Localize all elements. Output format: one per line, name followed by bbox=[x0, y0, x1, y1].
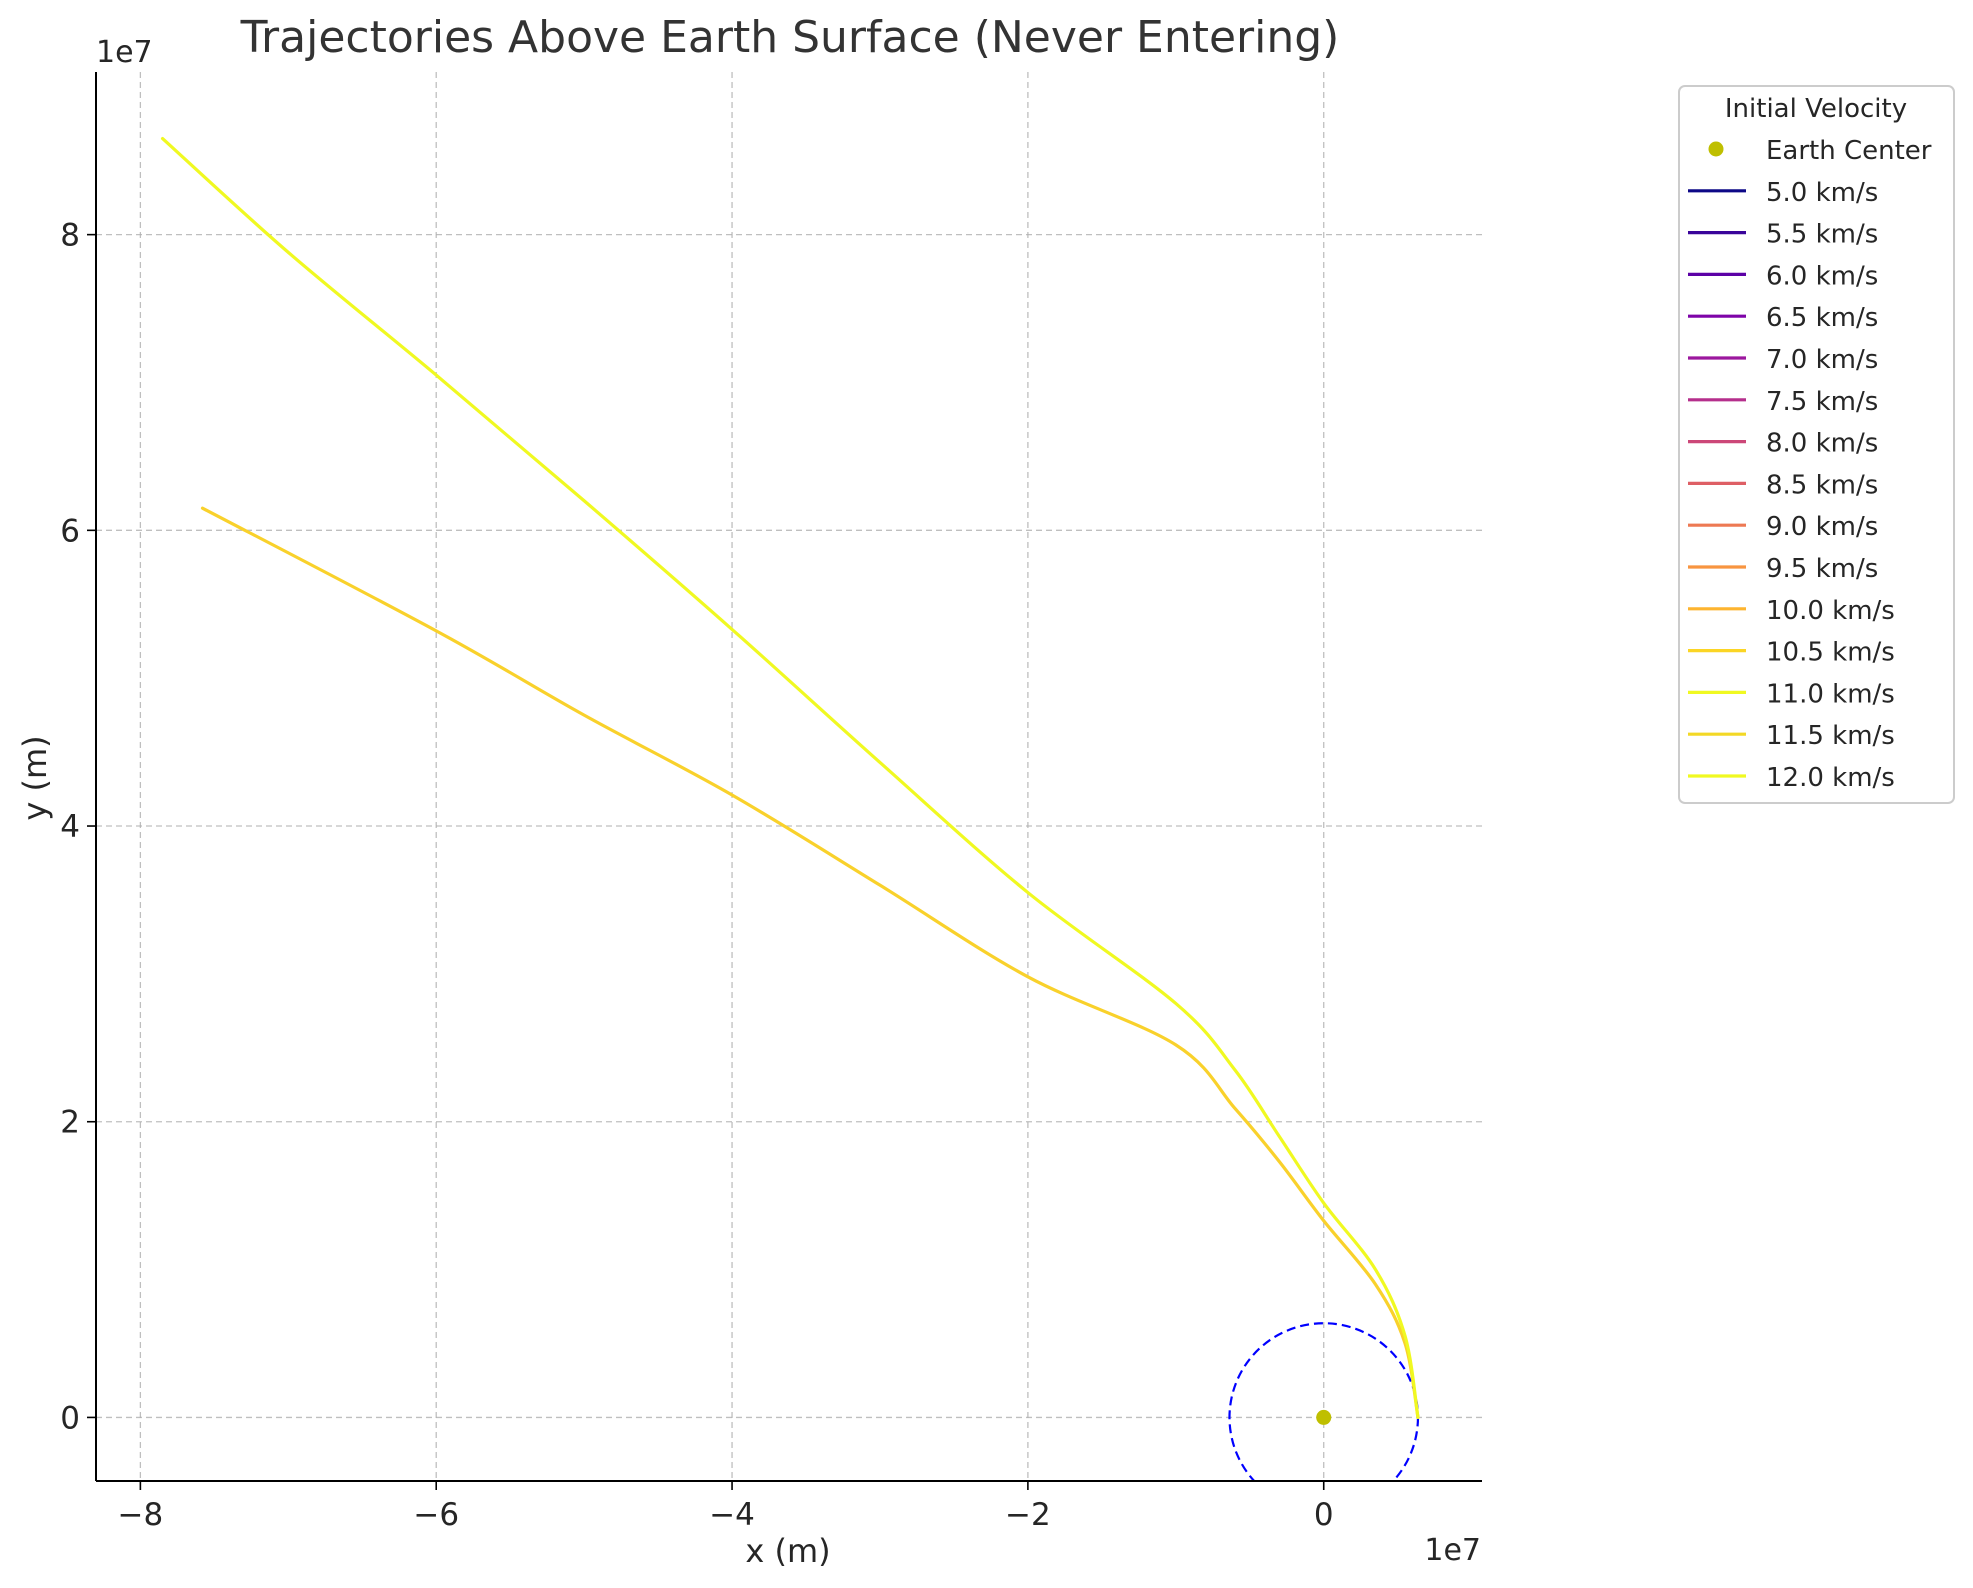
legend-entry: 7.5 km/s bbox=[1688, 387, 1878, 417]
legend: Initial Velocity Earth Center 5.0 km/s 5.5… bbox=[1678, 85, 1955, 804]
legend-entry: 8.0 km/s bbox=[1688, 429, 1878, 459]
legend-entry: 11.0 km/s bbox=[1688, 679, 1895, 709]
legend-entry: Earth Center bbox=[1708, 136, 1932, 166]
legend-entry: 5.5 km/s bbox=[1688, 220, 1878, 250]
x-tick-label: −6 bbox=[413, 1497, 459, 1533]
x-offset-label: 1e7 bbox=[1424, 1533, 1481, 1568]
legend-entry: 9.5 km/s bbox=[1688, 554, 1878, 584]
legend-label: 11.5 km/s bbox=[1766, 721, 1895, 751]
legend-entry: 6.0 km/s bbox=[1688, 261, 1878, 291]
x-tick-label: −8 bbox=[118, 1497, 164, 1533]
legend-label: 10.0 km/s bbox=[1766, 596, 1895, 626]
legend-entry: 12.0 km/s bbox=[1688, 763, 1895, 793]
legend-label: 5.5 km/s bbox=[1766, 220, 1878, 250]
trajectories bbox=[160, 136, 1420, 1420]
y-tick-label: 0 bbox=[60, 1400, 80, 1436]
legend-entry: 8.5 km/s bbox=[1688, 470, 1878, 500]
legend-entry: 10.0 km/s bbox=[1688, 596, 1895, 626]
legend-label: 8.0 km/s bbox=[1766, 429, 1878, 459]
legend-label: 11.0 km/s bbox=[1766, 679, 1895, 709]
y-axis-label: y (m) bbox=[16, 735, 54, 820]
legend-entry: 11.5 km/s bbox=[1688, 721, 1895, 751]
x-tick-label: −2 bbox=[1005, 1497, 1051, 1533]
chart-title: Trajectories Above Earth Surface (Never … bbox=[240, 12, 1340, 63]
legend-entry: 9.0 km/s bbox=[1688, 512, 1878, 542]
legend-label: 8.5 km/s bbox=[1766, 470, 1878, 500]
y-offset-label: 1e7 bbox=[96, 35, 153, 70]
legend-entry: 7.0 km/s bbox=[1688, 345, 1878, 375]
y-tick-label: 4 bbox=[60, 809, 80, 845]
x-tick-label: −4 bbox=[709, 1497, 755, 1533]
grid bbox=[96, 72, 1482, 1481]
legend-entry: 5.0 km/s bbox=[1688, 178, 1878, 208]
legend-label: 6.5 km/s bbox=[1766, 303, 1878, 333]
legend-label: 6.0 km/s bbox=[1766, 261, 1878, 291]
y-tick-label: 6 bbox=[60, 513, 80, 549]
legend-label: 5.0 km/s bbox=[1766, 178, 1878, 208]
legend-label: 7.5 km/s bbox=[1766, 387, 1878, 417]
trajectory-line bbox=[200, 506, 1420, 1420]
y-tick-label: 2 bbox=[60, 1105, 80, 1141]
x-tick-label: 0 bbox=[1314, 1497, 1334, 1533]
legend-entry: 6.5 km/s bbox=[1688, 303, 1878, 333]
legend-label: Earth Center bbox=[1766, 136, 1932, 166]
legend-label: 9.0 km/s bbox=[1766, 512, 1878, 542]
trajectory-line bbox=[160, 136, 1420, 1420]
ticks: −8 −6 −4 −2 0 0 2 4 6 8 bbox=[60, 218, 1333, 1533]
legend-swatch bbox=[1708, 141, 1724, 157]
x-axis-label: x (m) bbox=[745, 1532, 830, 1570]
legend-label: 10.5 km/s bbox=[1766, 638, 1895, 668]
legend-label: 9.5 km/s bbox=[1766, 554, 1878, 584]
legend-label: 12.0 km/s bbox=[1766, 763, 1895, 793]
earth-center-markers bbox=[1316, 1409, 1332, 1425]
earth-center-marker bbox=[1316, 1409, 1332, 1425]
y-tick-label: 8 bbox=[60, 218, 80, 254]
legend-title: Initial Velocity bbox=[1725, 94, 1907, 124]
axes bbox=[95, 72, 1482, 1482]
legend-label: 7.0 km/s bbox=[1766, 345, 1878, 375]
legend-entries: Earth Center 5.0 km/s 5.5 km/s 6.0 km/s 6.5 … bbox=[1688, 136, 1932, 793]
legend-entry: 10.5 km/s bbox=[1688, 638, 1895, 668]
legend-frame bbox=[1678, 85, 1955, 804]
